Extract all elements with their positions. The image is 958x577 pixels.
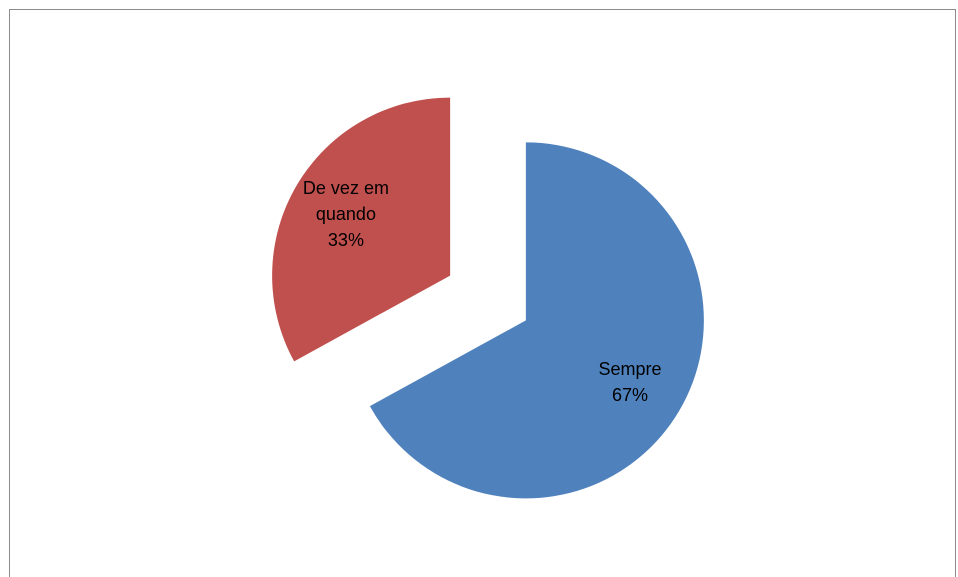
value-label: 33% (327, 229, 364, 250)
data-label: De vez em quando 33% (281, 175, 411, 253)
pie-slice (272, 97, 451, 362)
data-label: Sempre 67% (565, 356, 695, 408)
category-label: De vez em quando (302, 177, 389, 224)
category-label: Sempre (598, 359, 662, 379)
pie-slice (369, 142, 704, 499)
value-label: 67% (612, 385, 649, 405)
